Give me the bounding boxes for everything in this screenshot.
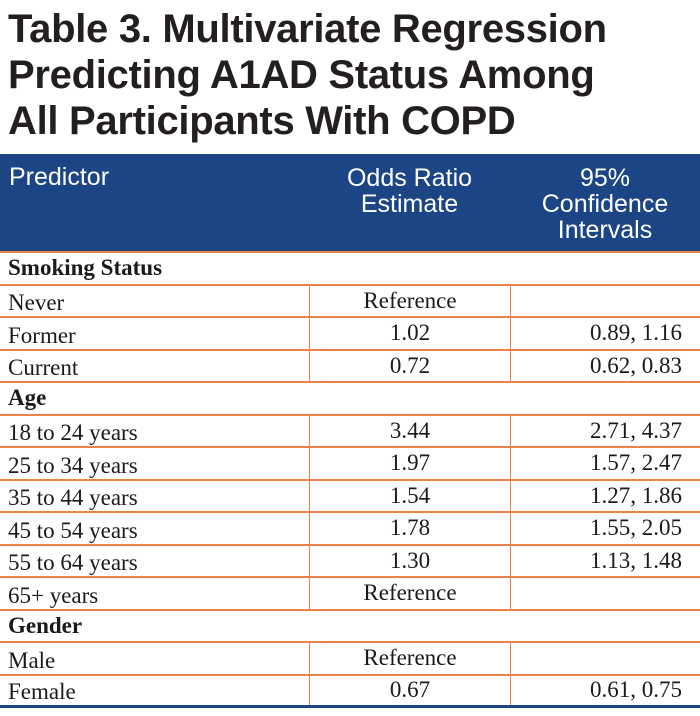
- odds-ratio-cell: Reference: [309, 643, 510, 674]
- odds-ratio-cell: 1.02: [309, 318, 510, 349]
- predictor-cell: Never: [8, 290, 65, 315]
- predictor-cell: 25 to 34 years: [8, 452, 138, 478]
- confidence-interval-cell: 1.55, 2.05: [510, 513, 700, 544]
- confidence-interval-cell: [510, 578, 700, 609]
- confidence-interval-cell: 1.27, 1.86: [510, 480, 700, 511]
- table-row: 45 to 54 years 1.78 1.55, 2.05: [0, 513, 700, 546]
- odds-ratio-cell: 1.97: [309, 448, 510, 479]
- table-row: Current 0.72 0.62, 0.83: [0, 350, 700, 383]
- table-body: Smoking Status Never Reference Former 1.02 0.…: [0, 253, 700, 708]
- predictor-cell: 18 to 24 years: [8, 420, 138, 445]
- odds-ratio-cell: 0.67: [309, 675, 510, 705]
- table-row: 65+ years Reference: [0, 578, 700, 611]
- odds-ratio-cell: 1.30: [309, 545, 510, 576]
- table-row: 35 to 44 years 1.54 1.27, 1.86: [0, 480, 700, 513]
- header-predictor: Predictor: [9, 163, 110, 191]
- odds-ratio-cell: 3.44: [309, 415, 510, 446]
- predictor-cell: 55 to 64 years: [8, 550, 138, 575]
- table-row: Male Reference: [0, 643, 700, 676]
- confidence-interval-cell: 1.13, 1.48: [510, 545, 700, 576]
- predictor-cell: Female: [8, 679, 76, 704]
- section-row: Age: [0, 383, 700, 416]
- odds-ratio-cell: 1.78: [309, 513, 510, 544]
- confidence-interval-cell: 1.57, 2.47: [510, 448, 700, 479]
- confidence-interval-cell: 0.61, 0.75: [510, 675, 700, 705]
- predictor-cell: 65+ years: [8, 582, 99, 608]
- predictor-cell: Male: [8, 647, 56, 673]
- predictor-cell: Current: [8, 355, 79, 380]
- section-label: Smoking Status: [8, 255, 163, 281]
- table-row: 55 to 64 years 1.30 1.13, 1.48: [0, 545, 700, 578]
- confidence-interval-cell: [510, 643, 700, 674]
- section-row: Gender: [0, 611, 700, 643]
- header-odds-ratio: Odds Ratio Estimate: [346, 164, 473, 218]
- regression-table: Predictor Odds Ratio Estimate 95% Confid…: [0, 154, 700, 708]
- table-header: Predictor Odds Ratio Estimate 95% Confid…: [0, 154, 700, 253]
- odds-ratio-cell: 1.54: [309, 480, 510, 511]
- predictor-cell: 45 to 54 years: [8, 517, 138, 543]
- header-confidence-intervals: 95% Confidence Intervals: [541, 164, 669, 244]
- table-title: Table 3. Multivariate Regression Predict…: [8, 7, 607, 143]
- predictor-cell: Former: [8, 322, 76, 348]
- table-row: Female 0.67 0.61, 0.75: [0, 675, 700, 708]
- confidence-interval-cell: 0.89, 1.16: [510, 318, 700, 349]
- confidence-interval-cell: [510, 285, 700, 316]
- predictor-cell: 35 to 44 years: [8, 485, 138, 510]
- section-row: Smoking Status: [0, 253, 700, 286]
- table-row: Never Reference: [0, 285, 700, 318]
- odds-ratio-cell: Reference: [309, 285, 510, 316]
- table-row: 25 to 34 years 1.97 1.57, 2.47: [0, 448, 700, 481]
- confidence-interval-cell: 0.62, 0.83: [510, 350, 700, 381]
- odds-ratio-cell: Reference: [309, 578, 510, 609]
- table-row: 18 to 24 years 3.44 2.71, 4.37: [0, 415, 700, 448]
- confidence-interval-cell: 2.71, 4.37: [510, 415, 700, 446]
- table-row: Former 1.02 0.89, 1.16: [0, 318, 700, 351]
- section-label: Gender: [8, 612, 83, 638]
- odds-ratio-cell: 0.72: [309, 350, 510, 381]
- section-label: Age: [8, 385, 47, 411]
